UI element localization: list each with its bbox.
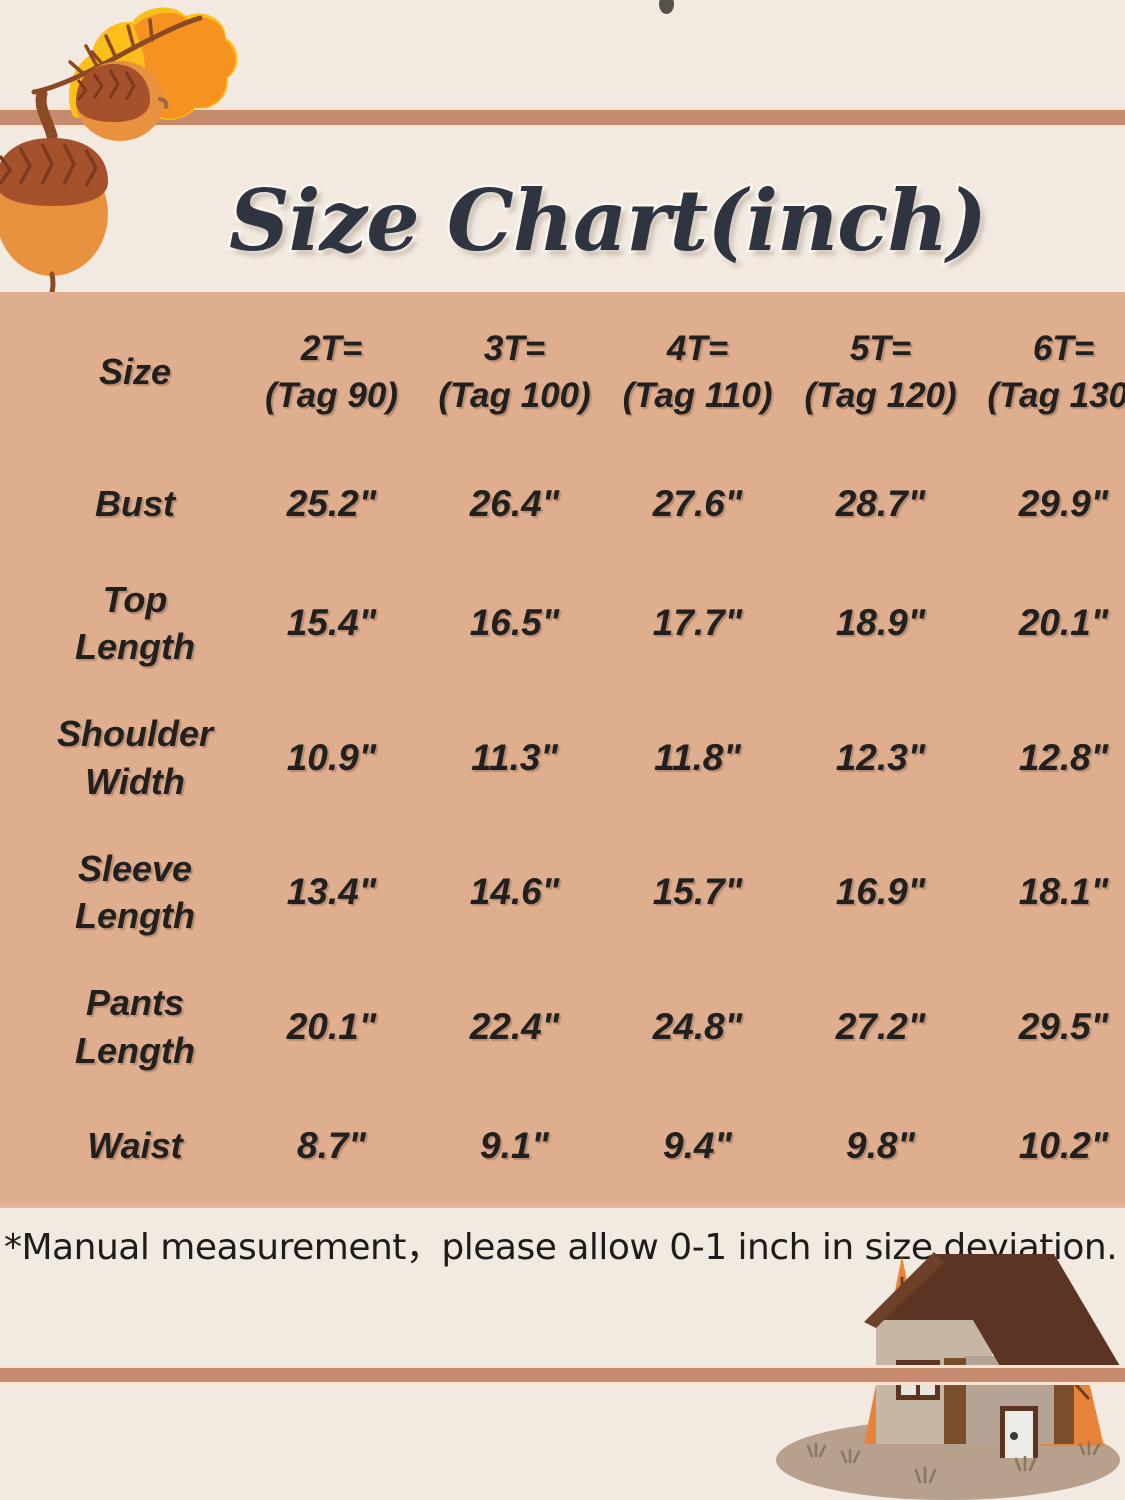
- header-col-6t: 6T= (Tag 130): [972, 292, 1125, 452]
- table-row: Bust 25.2" 26.4" 27.6" 28.7" 29.9": [30, 452, 1125, 556]
- cell-shoulder-width-3t: 11.3": [471, 736, 558, 778]
- cell-shoulder-width-4t: 11.8": [654, 736, 741, 778]
- cell-sleeve-length-4t: 15.7": [652, 871, 743, 913]
- header-col-4t-size: 4T=: [666, 328, 729, 368]
- header-col-3t: 3T= (Tag 100): [423, 292, 606, 452]
- cell-bust-2t: 25.2": [286, 483, 377, 525]
- header-col-5t-tag: (Tag 120): [804, 376, 957, 415]
- row-label-pants-length-line2: Length: [75, 1029, 195, 1071]
- cell-bust-3t: 26.4": [469, 483, 560, 525]
- cell-bust-5t: 28.7": [835, 483, 926, 525]
- row-label-pants-length-line1: Pants: [85, 982, 185, 1024]
- row-label-top-length: Top Length: [30, 556, 240, 690]
- cell-top-length-6t: 20.1": [1018, 602, 1109, 644]
- table-row: Top Length 15.4" 16.5" 17.7" 18.9" 20.1": [30, 556, 1125, 690]
- cell-sleeve-length-5t: 16.9": [835, 871, 926, 913]
- table-row: Shoulder Width 10.9" 11.3" 11.8" 12.3" 1…: [30, 691, 1125, 825]
- cell-pants-length-4t: 24.8": [652, 1005, 743, 1047]
- cell-bust-4t: 27.6": [652, 483, 743, 525]
- row-label-waist: Waist: [87, 1125, 183, 1167]
- cell-top-length-3t: 16.5": [469, 602, 560, 644]
- size-chart-table: Size 2T= (Tag 90) 3T= (Tag 100) 4T= (Tag…: [30, 292, 1125, 1198]
- cell-pants-length-5t: 27.2": [835, 1005, 926, 1047]
- header-col-2t-size: 2T=: [300, 328, 363, 368]
- cell-pants-length-3t: 22.4": [469, 1005, 560, 1047]
- row-label-top-length-line2: Length: [75, 626, 195, 668]
- row-label-shoulder-width-line2: Width: [85, 760, 185, 802]
- table-header-row: Size 2T= (Tag 90) 3T= (Tag 100) 4T= (Tag…: [30, 292, 1125, 452]
- row-label-sleeve-length-line1: Sleeve: [77, 847, 193, 889]
- cell-pants-length-6t: 29.5": [1018, 1005, 1109, 1047]
- cell-sleeve-length-3t: 14.6": [469, 871, 560, 913]
- table-row: Pants Length 20.1" 22.4" 24.8" 27.2" 29.…: [30, 959, 1125, 1093]
- cell-sleeve-length-2t: 13.4": [286, 871, 377, 913]
- cell-top-length-2t: 15.4": [286, 602, 377, 644]
- row-label-bust: Bust: [95, 483, 175, 525]
- cell-waist-5t: 9.8": [846, 1124, 915, 1166]
- header-size-label: Size: [98, 350, 172, 392]
- header-col-3t-tag: (Tag 100): [438, 376, 591, 415]
- row-label-shoulder-width: Shoulder Width: [30, 691, 240, 825]
- header-col-2t: 2T= (Tag 90): [240, 292, 423, 452]
- cell-waist-6t: 10.2": [1018, 1124, 1109, 1166]
- page-title-container: Size Chart(inch): [0, 160, 1125, 280]
- header-col-4t-tag: (Tag 110): [622, 376, 773, 415]
- acorn-cluster-icon: [0, 0, 264, 296]
- cell-shoulder-width-2t: 10.9": [286, 736, 377, 778]
- row-label-pants-length: Pants Length: [30, 959, 240, 1093]
- divider-rule-bottom: [0, 1368, 1125, 1382]
- cell-shoulder-width-5t: 12.3": [835, 736, 926, 778]
- table-row: Waist 8.7" 9.1" 9.4" 9.8" 10.2": [30, 1094, 1125, 1198]
- table-row: Sleeve Length 13.4" 14.6" 15.7" 16.9" 18…: [30, 825, 1125, 959]
- divider-rule-top: [0, 110, 1125, 125]
- row-label-sleeve-length: Sleeve Length: [30, 825, 240, 959]
- size-chart-table-wrapper: Size 2T= (Tag 90) 3T= (Tag 100) 4T= (Tag…: [0, 292, 1125, 1198]
- header-col-6t-size: 6T=: [1032, 328, 1095, 368]
- row-label-sleeve-length-line2: Length: [75, 895, 195, 937]
- table-background-band: [0, 292, 1125, 1208]
- cell-bust-6t: 29.9": [1018, 483, 1109, 525]
- page-title: Size Chart(inch): [226, 168, 989, 272]
- row-label-shoulder-width-line1: Shoulder: [56, 713, 213, 755]
- header-col-5t-size: 5T=: [849, 328, 912, 368]
- cell-top-length-4t: 17.7": [652, 602, 743, 644]
- cell-sleeve-length-6t: 18.1": [1018, 871, 1109, 913]
- cell-waist-3t: 9.1": [480, 1124, 549, 1166]
- top-edge-artifact: [659, 0, 674, 14]
- cell-waist-2t: 8.7": [297, 1124, 366, 1166]
- cell-shoulder-width-6t: 12.8": [1018, 736, 1109, 778]
- row-label-top-length-line1: Top: [102, 578, 168, 620]
- header-col-3t-size: 3T=: [483, 328, 546, 368]
- cell-pants-length-2t: 20.1": [286, 1005, 377, 1047]
- header-col-4t: 4T= (Tag 110): [606, 292, 789, 452]
- header-col-5t: 5T= (Tag 120): [789, 292, 972, 452]
- cell-waist-4t: 9.4": [663, 1124, 732, 1166]
- header-col-2t-tag: (Tag 90): [265, 376, 398, 415]
- header-col-6t-tag: (Tag 130): [987, 376, 1125, 415]
- cell-top-length-5t: 18.9": [835, 602, 926, 644]
